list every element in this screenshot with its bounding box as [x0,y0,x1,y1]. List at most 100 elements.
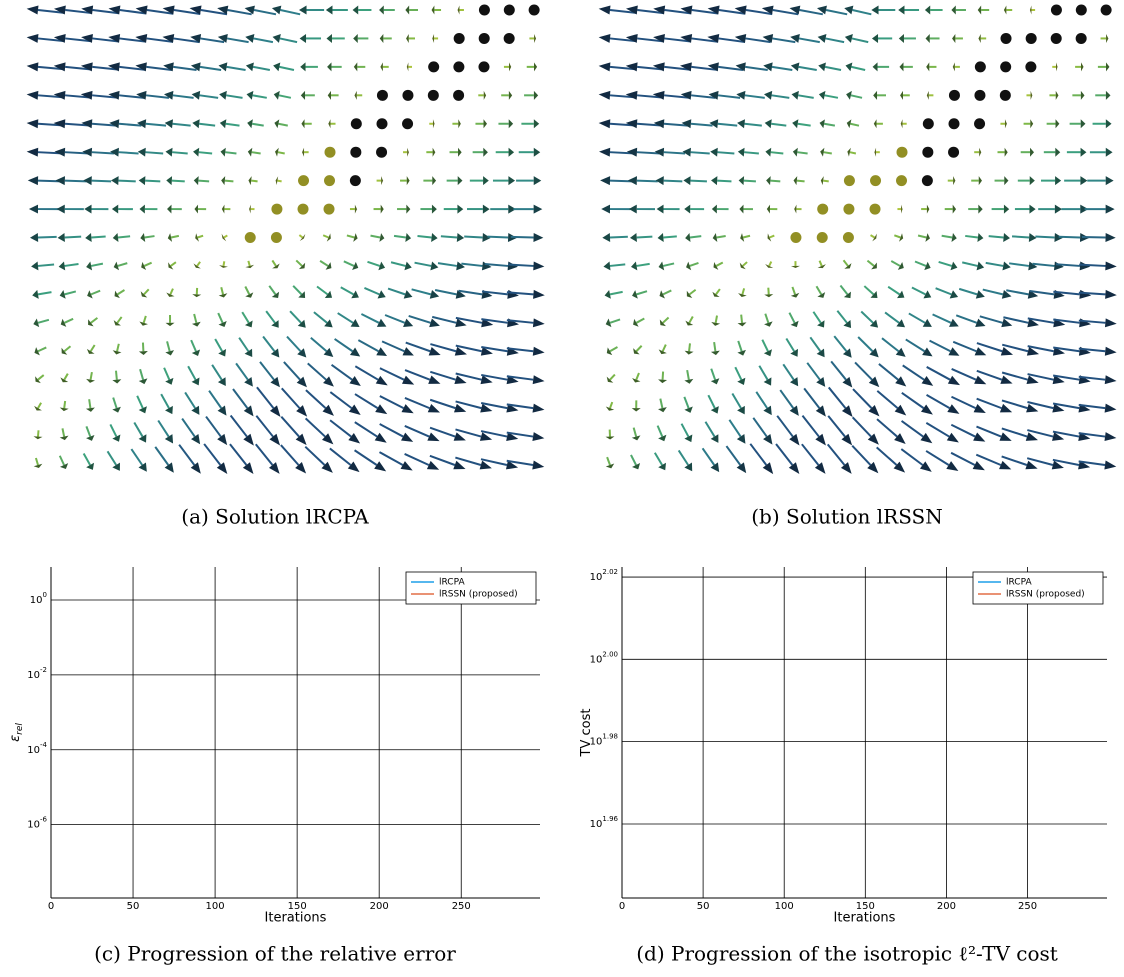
field-arrow-head [655,176,664,186]
field-arrow-head [431,233,438,242]
field-arrow-shaft [346,234,355,239]
field-arrow-head [1055,62,1058,72]
field-arrow-shaft [776,415,794,438]
field-arrow-head [999,403,1013,413]
field-arrow-shaft [280,444,300,466]
field-arrow-head [403,318,414,327]
field-arrow-head [376,318,387,327]
field-arrow-shaft [480,430,508,438]
field-dot [453,89,465,101]
field-arrow-head [219,119,227,129]
field-arrow-shaft [133,421,144,438]
field-arrow-head [600,176,611,186]
field-arrow-head [708,90,719,100]
field-arrow-shaft [379,395,404,410]
field-arrow-shaft [894,234,901,239]
field-arrow-head [26,33,39,43]
field-arrow-head [949,318,959,327]
field-arrow-head [790,265,800,268]
field-arrow-shaft [225,122,240,127]
field-arrow-head [897,290,905,299]
field-arrow-head [791,90,799,100]
field-arrow-head [658,261,665,271]
field-arrow-head [138,378,148,385]
field-arrow-head [31,261,39,271]
field-dot [869,203,881,215]
field-arrow-head [54,147,66,157]
field-arrow-shaft [37,263,55,267]
field-arrow-shaft [1006,289,1029,296]
field-arrow-head [1104,318,1117,328]
field-arrow-shaft [725,445,742,466]
field-arrow-shaft [184,391,196,409]
field-arrow-head [707,5,720,15]
vector-field [598,4,1117,475]
field-arrow-head [999,460,1012,470]
field-arrow-head [33,436,43,440]
field-arrow-head [711,204,717,214]
field-arrow-shaft [262,335,276,352]
field-arrow-shaft [307,362,327,381]
field-arrow-shaft [775,443,794,466]
field-arrow-head [949,290,959,299]
field-arrow-shaft [461,262,483,267]
field-arrow-head [453,432,466,441]
field-arrow-head [844,5,854,15]
field-arrow-head [274,119,280,129]
field-arrow-head [815,433,826,446]
legend-label: lRSSN (proposed) [439,590,518,600]
field-arrow-shaft [203,443,222,466]
field-arrow-shaft [1078,403,1106,410]
field-arrow-head [625,119,638,129]
field-arrow-shaft [313,311,328,324]
field-arrow-shaft [691,94,716,99]
field-arrow-head [710,406,719,414]
field-arrow-head [1105,147,1113,157]
field-arrow-shaft [1003,316,1029,324]
field-arrow-head [841,433,853,446]
field-arrow-shaft [1078,319,1106,324]
field-arrow-head [739,204,744,214]
field-arrow-head [479,460,492,470]
field-arrow-head [790,320,799,328]
field-arrow-shaft [64,235,82,239]
field-arrow-head [872,62,878,72]
field-arrow-shaft [364,286,380,296]
field-arrow-head [218,62,228,72]
field-arrow-head [298,291,306,299]
field-arrow-head [114,290,120,299]
field-arrow-shaft [926,393,951,409]
field-arrow-shaft [37,430,40,437]
tick-exponent: 0 [43,591,47,599]
field-arrow-shaft [437,262,458,267]
field-arrow-head [218,293,228,298]
field-arrow-head [167,204,172,214]
field-arrow-head [1025,432,1038,441]
field-arrow-head [926,90,929,100]
field-arrow-head [1052,375,1065,385]
field-arrow-shaft [742,261,748,267]
field-arrow-shaft [253,9,277,16]
field-arrow-head [353,233,358,242]
field-arrow-shaft [950,451,976,466]
field-arrow-head [737,322,747,327]
field-arrow-shaft [360,313,380,324]
legend-box [405,571,537,605]
field-arrow-head [684,204,691,214]
field-arrow-head [532,403,545,413]
field-dot [948,118,960,130]
field-arrow-head [508,176,516,186]
field-arrow-shaft [823,151,832,155]
field-arrow-head [348,433,361,444]
field-arrow-head [631,408,641,412]
field-arrow-head [85,407,95,412]
field-arrow-head [605,436,615,440]
field-dot [428,61,440,73]
field-arrow-head [298,262,306,270]
field-arrow-shaft [689,262,699,267]
field-arrow-head [712,233,718,242]
y-label-subscript: rel [15,723,25,735]
field-arrow-shaft [481,345,508,353]
field-arrow-head [1105,233,1116,242]
field-arrow-shaft [508,263,534,267]
